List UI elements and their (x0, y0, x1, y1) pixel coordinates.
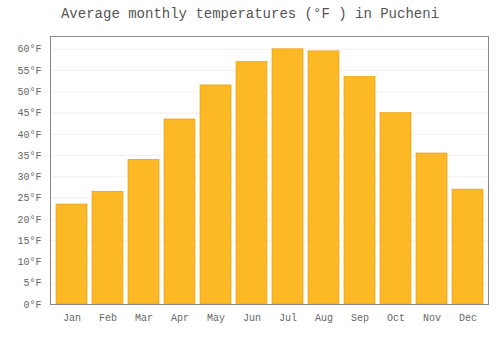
svg-text:40°F: 40°F (17, 130, 41, 141)
svg-text:25°F: 25°F (17, 193, 41, 204)
svg-text:Nov: Nov (423, 313, 441, 324)
svg-text:60°F: 60°F (17, 44, 41, 55)
svg-text:May: May (207, 313, 225, 324)
svg-text:35°F: 35°F (17, 151, 41, 162)
svg-text:Aug: Aug (315, 313, 333, 324)
svg-text:50°F: 50°F (17, 87, 41, 98)
svg-text:30°F: 30°F (17, 172, 41, 183)
svg-text:Jun: Jun (243, 313, 261, 324)
svg-text:Mar: Mar (135, 313, 153, 324)
svg-text:Jul: Jul (279, 313, 297, 324)
svg-text:Dec: Dec (459, 313, 477, 324)
svg-text:Jan: Jan (63, 313, 81, 324)
svg-text:20°F: 20°F (17, 215, 41, 226)
svg-text:10°F: 10°F (17, 257, 41, 268)
svg-text:Apr: Apr (171, 313, 189, 324)
svg-text:55°F: 55°F (17, 66, 41, 77)
svg-text:Oct: Oct (387, 313, 405, 324)
svg-text:Sep: Sep (351, 313, 369, 324)
html-text:Average monthly temperatures (: Average monthly temperatures (°F ) in Pu… (61, 6, 439, 22)
svg-text:5°F: 5°F (23, 278, 41, 289)
svg-text:15°F: 15°F (17, 236, 41, 247)
svg-text:0°F: 0°F (23, 300, 41, 311)
svg-text:45°F: 45°F (17, 108, 41, 119)
svg-text:Feb: Feb (99, 313, 117, 324)
